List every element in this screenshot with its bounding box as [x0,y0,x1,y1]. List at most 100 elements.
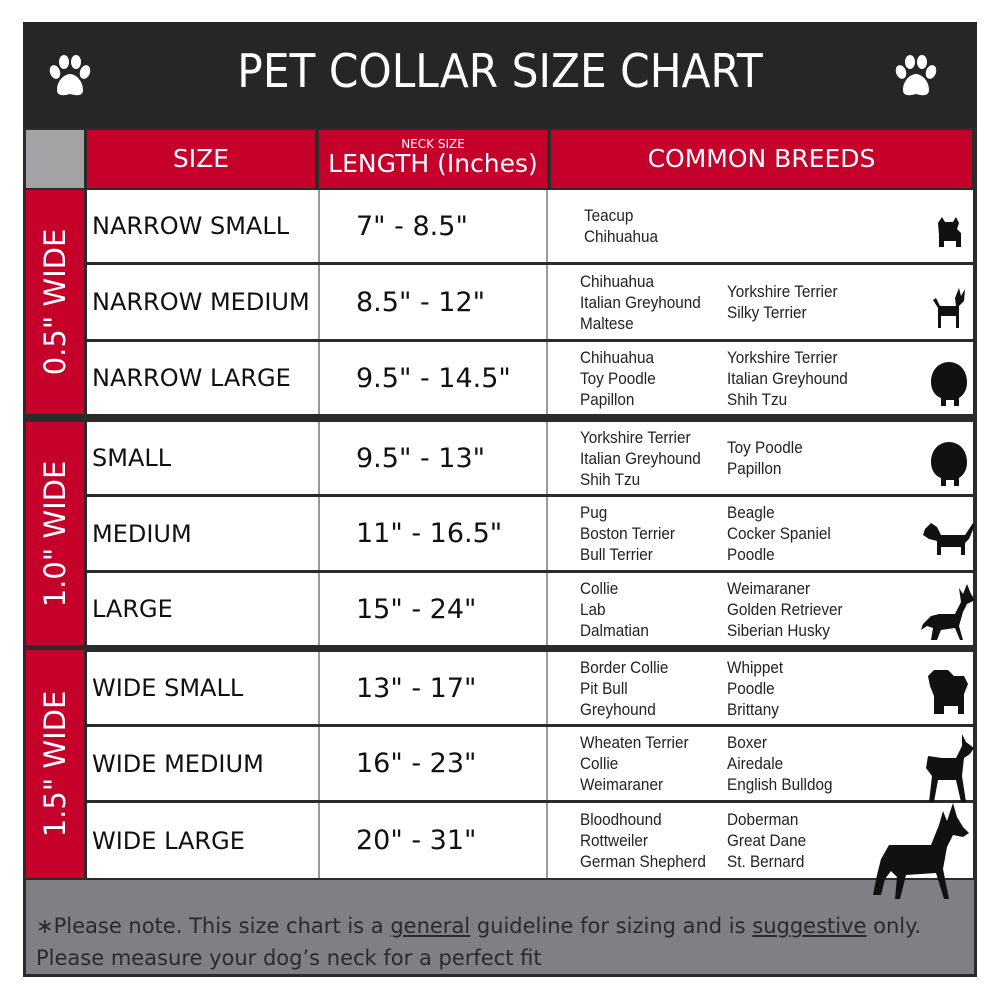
length-cell: 16" - 23" [318,727,548,800]
breed-name: Italian Greyhound [580,292,701,312]
table-row: WIDE MEDIUM 16" - 23" Wheaten Terrier Coll… [87,727,974,802]
footer-text: only. [866,914,922,938]
breed-name: Border Collie [580,657,669,677]
breed-name: Collie [580,754,619,773]
pomeranian-silhouette-icon [931,442,967,486]
size-cell: NARROW LARGE [92,364,291,392]
breeds-column: Bloodhound Rottweiler German Shepherd [580,803,706,878]
header-size-label: SIZE [172,144,230,173]
breed-name: Pug [580,503,608,522]
footer-note: ∗Please note. This size chart is a gener… [26,880,974,974]
footer-text: ∗Please note. This size chart is a [36,914,391,938]
breed-name: Papillon [727,459,782,478]
footer-text: guideline for sizing and is [470,914,753,938]
header-size: SIZE [87,130,315,188]
breeds-column: Beagle Cocker Spaniel Poodle [727,497,831,570]
breed-name: Golden Retriever [727,599,843,619]
breeds-column: Doberman Great Dane St. Bernard [727,803,806,878]
size-chart: PET COLLAR SIZE CHART SIZE NECK SIZE LEN… [23,22,977,977]
breeds-column: Teacup Chihuahua [584,190,658,262]
size-cell: LARGE [92,595,173,623]
breed-name: Weimaraner [727,578,811,598]
table-row: LARGE 15" - 24" Collie Lab Dalmatian Weimara… [87,573,975,645]
title-bar: PET COLLAR SIZE CHART [23,22,977,128]
footer-underline-suggestive: suggestive [752,914,867,938]
paw-print-icon [895,55,937,96]
size-cell: WIDE MEDIUM [92,749,264,778]
size-cell: NARROW MEDIUM [92,288,310,316]
breeds-column: Border Collie Pit Bull Greyhound [580,652,668,724]
breeds-column: Weimaraner Golden Retriever Siberian Husky [727,573,843,645]
header-length-label: LENGTH (Inches) [328,149,538,178]
breed-name: Chihuahua [580,347,655,367]
breed-name: Pit Bull [580,678,628,698]
dachshund-silhouette-icon [923,522,975,555]
breed-name: Bull Terrier [580,545,653,564]
breed-name: English Bulldog [727,775,833,794]
length-cell: 13" - 17" [318,652,548,724]
breed-name: Boxer [727,733,767,752]
length-cell: 7" - 8.5" [318,190,548,262]
breed-name: Italian Greyhound [727,368,848,388]
header-length: NECK SIZE LENGTH (Inches) [319,130,547,188]
breed-name: Airedale [727,754,784,773]
table-row: WIDE SMALL 13" - 17" Border Collie Pit Bul… [87,652,973,724]
yorkie-silhouette-icon [938,217,961,247]
breed-name: Yorkshire Terrier [580,427,691,447]
length-cell: 8.5" - 12" [318,265,548,339]
length-cell: 15" - 24" [318,573,548,645]
breed-name: German Shepherd [580,852,706,871]
width-label-text: 1.5" WIDE [38,690,72,838]
breed-name: Shih Tzu [727,389,788,409]
breed-name: Italian Greyhound [580,448,701,468]
table-row: MEDIUM 11" - 16.5" Pug Boston Terrier Bull … [87,497,975,570]
table-row: WIDE LARGE 20" - 31" Bloodhound Rottweiler… [87,803,973,899]
table-row: NARROW MEDIUM 8.5" - 12" Chihuahua Italian… [87,265,973,339]
breeds-column: Collie Lab Dalmatian [580,573,649,645]
width-label-text: 1.0" WIDE [38,460,72,607]
breeds-column: Pug Boston Terrier Bull Terrier [580,497,675,570]
breed-name: Lab [580,599,606,619]
breed-name: Yorkshire Terrier [727,282,838,301]
breeds-column: Boxer Airedale English Bulldog [727,727,832,800]
paw-print-icon [49,55,91,96]
breeds-column: Yorkshire Terrier Italian Greyhound Shih T… [727,342,848,414]
breed-name: Weimaraner [580,775,664,794]
breed-name: Toy Poodle [580,368,656,388]
breed-name: Teacup [584,206,634,225]
length-cell: 20" - 31" [318,803,548,878]
breed-name: Yorkshire Terrier [727,347,838,367]
length-cell: 11" - 16.5" [318,497,548,570]
breed-name: Dalmatian [580,620,649,640]
breed-name: Whippet [727,657,784,677]
breeds-column: Chihuahua Italian Greyhound Maltese [580,265,701,339]
breed-name: Bloodhound [580,810,662,829]
length-cell: 9.5" - 13" [318,422,548,494]
size-cell: WIDE LARGE [92,826,245,855]
breeds-column: Yorkshire Terrier Italian Greyhound Shih T… [580,422,701,494]
pitbull-silhouette-icon [926,733,974,802]
breed-name: Doberman [727,810,799,829]
breed-name: Chihuahua [580,271,655,291]
shepherd-silhouette-icon [921,584,975,640]
header-corner [26,130,84,188]
length-cell: 9.5" - 14.5" [318,342,548,414]
width-group-label: 0.5" WIDE [26,190,84,414]
breed-name: Wheaten Terrier [580,733,689,752]
header-breeds-label: COMMON BREEDS [647,144,876,173]
breed-name: Chihuahua [584,227,659,246]
page-title: PET COLLAR SIZE CHART [237,44,763,98]
breed-name: Shih Tzu [580,469,641,489]
pomeranian-silhouette-icon [931,362,967,406]
table-row: NARROW LARGE 9.5" - 14.5" Chihuahua Toy Po… [87,342,973,414]
table-row: NARROW SMALL 7" - 8.5" Teacup Chihuahua [87,190,973,262]
bulldog-silhouette-icon [928,670,968,714]
breed-name: Papillon [580,389,635,409]
header-neck-size-label: NECK SIZE [401,137,465,151]
breed-name: Silky Terrier [727,303,807,322]
breeds-column: Toy Poodle Papillon [727,422,803,494]
footer-line-2: Please measure your dog’s neck for a per… [36,946,542,970]
breed-name: Greyhound [580,699,656,719]
width-group-label: 1.5" WIDE [26,650,84,878]
doberman-silhouette-icon [873,803,969,899]
